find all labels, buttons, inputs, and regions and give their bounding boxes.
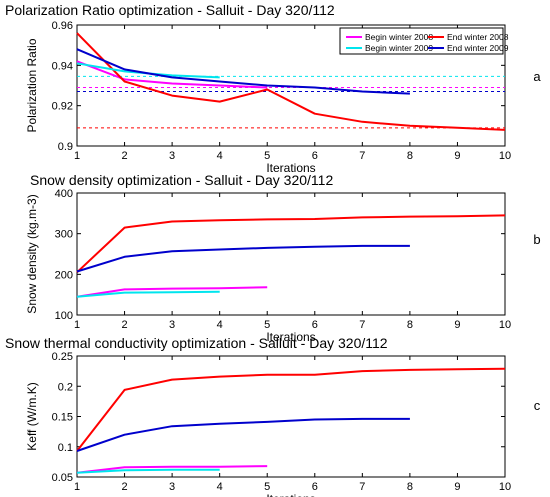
x-tick-label: 5 — [264, 319, 270, 331]
legend-label: End winter 2008 — [447, 32, 509, 42]
x-tick-label: 2 — [121, 319, 127, 331]
x-axis-label: Iterations — [266, 161, 315, 175]
series-line — [76, 214, 506, 274]
chart-title: Polarization Ratio optimization - Sallui… — [5, 2, 335, 18]
series-line — [76, 468, 220, 474]
y-tick-label: 100 — [55, 310, 73, 322]
x-tick-label: 7 — [359, 481, 365, 493]
panel-label: c — [534, 398, 541, 413]
x-tick-label: 10 — [499, 481, 511, 493]
x-tick-label: 1 — [74, 319, 80, 331]
x-tick-label: 1 — [74, 150, 80, 162]
y-tick-label: 0.1 — [58, 442, 73, 454]
x-tick-label: 10 — [499, 319, 511, 331]
chart-panel-a: Polarization Ratio optimization - Sallui… — [5, 2, 541, 175]
chart-panel-c: Snow thermal conductivity optimization -… — [5, 335, 541, 497]
y-tick-label: 300 — [55, 229, 73, 241]
x-tick-label: 1 — [74, 481, 80, 493]
series-line — [76, 48, 410, 95]
y-axis-label: Keff (W/m.K) — [25, 382, 39, 450]
y-axis-label: Polarization Ratio — [25, 38, 39, 132]
x-axis-label: Iterations — [266, 492, 315, 497]
legend-box — [339, 27, 504, 55]
panel-label: b — [533, 232, 540, 247]
x-tick-label: 8 — [407, 150, 413, 162]
x-tick-label: 3 — [169, 150, 175, 162]
x-tick-label: 4 — [217, 481, 223, 493]
legend: Begin winter 2008 End winter 2008 Begin wi… — [339, 27, 509, 55]
x-tick-label: 3 — [169, 481, 175, 493]
x-tick-label: 10 — [499, 150, 511, 162]
series-line — [76, 32, 506, 131]
x-tick-label: 7 — [359, 150, 365, 162]
x-tick-label: 4 — [217, 319, 223, 331]
y-tick-label: 0.9 — [58, 141, 73, 153]
series-line — [76, 417, 410, 452]
x-tick-label: 9 — [454, 481, 460, 493]
x-axis-label: Iterations — [266, 330, 315, 344]
x-tick-label: 2 — [121, 150, 127, 162]
legend-label: Begin winter 2009 — [365, 43, 433, 53]
x-tick-label: 6 — [312, 150, 318, 162]
y-tick-label: 0.92 — [52, 101, 73, 113]
y-tick-label: 0.96 — [52, 20, 73, 32]
y-axis-label: Snow density (kg.m-3) — [25, 194, 39, 313]
series-line — [76, 367, 506, 452]
y-tick-label: 0.2 — [58, 381, 73, 393]
x-tick-label: 3 — [169, 319, 175, 331]
series-line — [76, 465, 268, 474]
x-tick-label: 6 — [312, 481, 318, 493]
x-tick-label: 9 — [454, 150, 460, 162]
x-tick-label: 8 — [407, 319, 413, 331]
x-tick-label: 5 — [264, 481, 270, 493]
x-tick-label: 9 — [454, 319, 460, 331]
x-tick-label: 7 — [359, 319, 365, 331]
series-line — [76, 244, 410, 273]
legend-label: End winter 2009 — [447, 43, 509, 53]
series-line — [76, 290, 220, 298]
x-tick-label: 8 — [407, 481, 413, 493]
series-line — [76, 286, 268, 298]
plot-area — [76, 355, 506, 478]
y-tick-label: 400 — [55, 188, 73, 200]
y-tick-label: 0.15 — [52, 412, 73, 424]
x-tick-label: 4 — [217, 150, 223, 162]
y-tick-label: 0.25 — [52, 351, 73, 363]
y-tick-label: 0.94 — [52, 60, 73, 72]
x-tick-label: 5 — [264, 150, 270, 162]
x-tick-label: 2 — [121, 481, 127, 493]
y-tick-label: 0.05 — [52, 472, 73, 484]
legend-label: Begin winter 2008 — [365, 32, 433, 42]
x-tick-label: 6 — [312, 319, 318, 331]
y-tick-label: 200 — [55, 269, 73, 281]
series-line — [76, 60, 268, 89]
panel-label: a — [533, 69, 541, 84]
chart-panel-b: Snow density optimization - Salluit - Da… — [25, 172, 541, 344]
chart-title: Snow thermal conductivity optimization -… — [5, 335, 388, 351]
chart-title: Snow density optimization - Salluit - Da… — [30, 172, 333, 188]
